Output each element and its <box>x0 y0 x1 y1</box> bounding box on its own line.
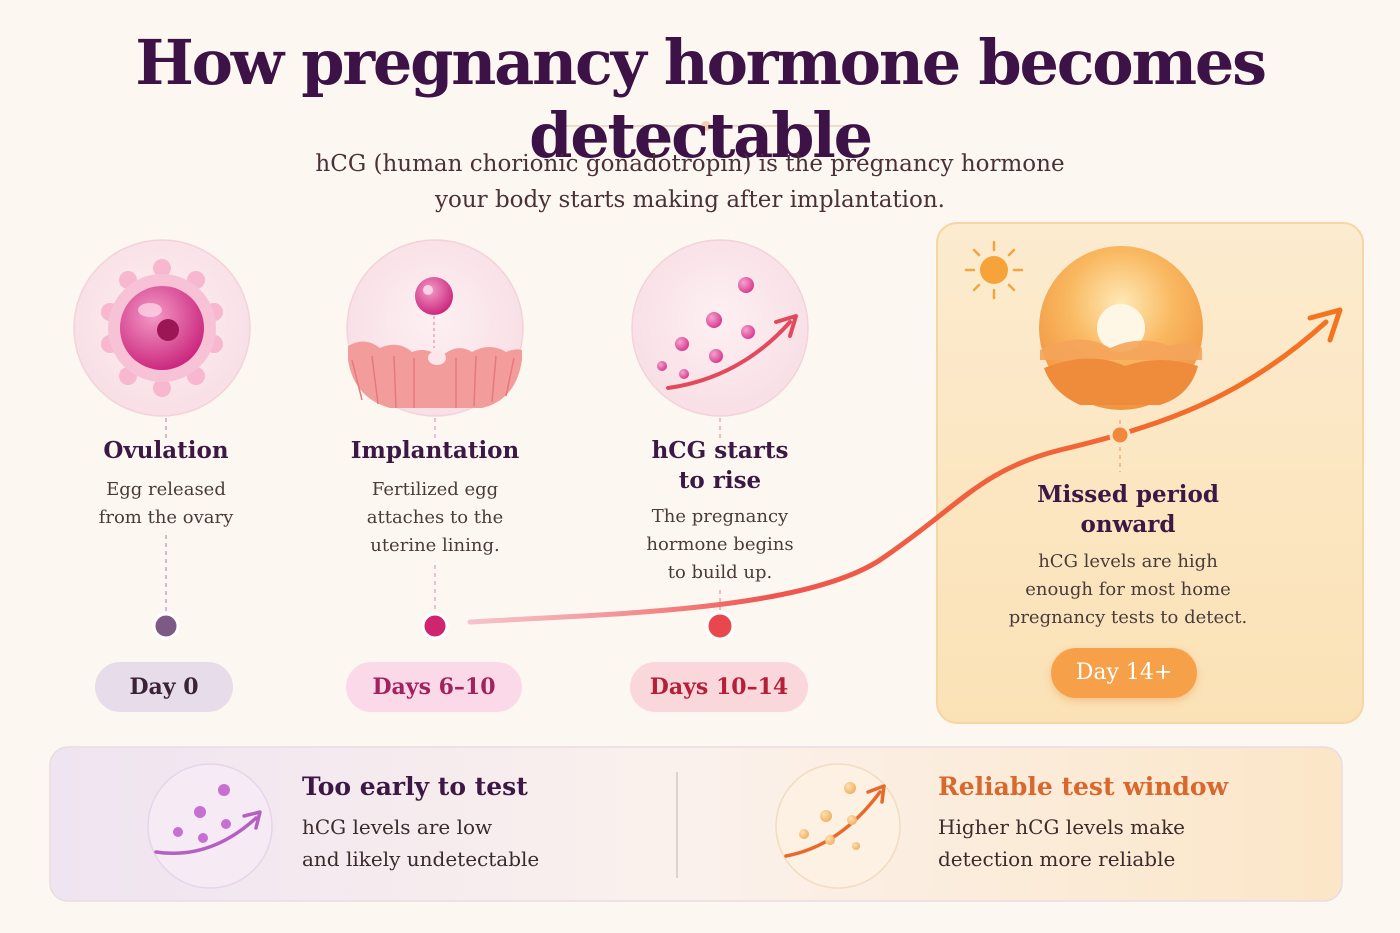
sun-icon <box>964 240 1024 300</box>
day-pill-hcg-rise: Days 10–14 <box>630 662 808 712</box>
card-reliable-window-title: Reliable test window <box>938 772 1229 801</box>
stage-ovulation-title: Ovulation <box>103 437 229 464</box>
rising-hormone-icon <box>657 277 798 390</box>
page-title: How pregnancy hormone becomes detectable <box>135 26 1267 172</box>
stage-missed-period-title: Missed period onward <box>1037 481 1219 538</box>
stage-hcg-rise-title: hCG starts to rise <box>651 437 789 494</box>
day-pill-ovulation: Day 0 <box>95 662 233 712</box>
stage-implantation-title: Implantation <box>350 437 520 464</box>
subtitle-line-2: your body starts making after implantati… <box>434 187 945 213</box>
subtitle: hCG (human chorionic gonadotropin) is th… <box>250 146 1130 218</box>
low-hormone-icon <box>154 784 262 856</box>
egg-cell-icon <box>101 259 223 397</box>
card-reliable-window: Reliable test window Higher hCG levels m… <box>938 772 1318 875</box>
card-too-early: Too early to test hCG levels are low and… <box>302 772 642 875</box>
day-pill-missed-period: Day 14+ <box>1051 648 1197 698</box>
day-pill-implantation: Days 6–10 <box>346 662 522 712</box>
stage-missed-period-description: hCG levels are high enough for most home… <box>1008 551 1248 628</box>
subtitle-line-1: hCG (human chorionic gonadotropin) is th… <box>315 151 1065 177</box>
stage-ovulation-description: Egg released from the ovary <box>98 479 234 528</box>
stage-implantation-description: Fertilized egg attaches to the uterine l… <box>366 479 504 556</box>
implantation-icon <box>348 277 522 409</box>
card-too-early-title: Too early to test <box>302 772 528 801</box>
sunrise-icon <box>1039 246 1203 410</box>
reliable-window-icon <box>784 782 886 858</box>
card-too-early-description: hCG levels are low and likely undetectab… <box>302 815 540 871</box>
stage-hcg-rise-description: The pregnancy hormone begins to build up… <box>646 506 794 583</box>
card-reliable-window-description: Higher hCG levels make detection more re… <box>938 815 1186 871</box>
